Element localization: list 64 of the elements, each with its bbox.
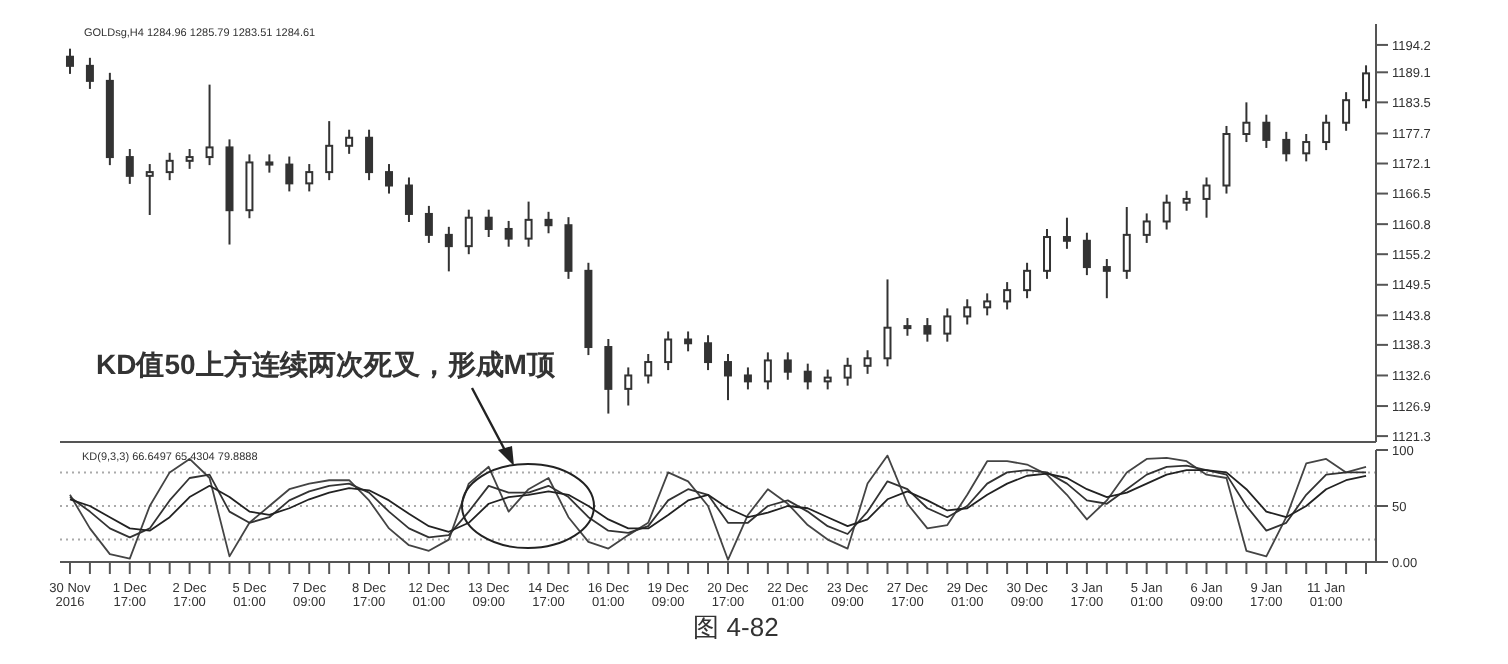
candlestick	[1362, 64, 1371, 110]
candlestick	[444, 225, 453, 273]
candlestick	[464, 208, 473, 256]
candlestick	[185, 148, 194, 170]
candlestick	[245, 153, 254, 220]
candlestick	[743, 366, 752, 391]
candlestick	[1182, 189, 1191, 212]
candlestick	[345, 128, 354, 155]
candlestick	[404, 176, 413, 223]
line-series	[69, 454, 1367, 561]
candlestick	[1202, 176, 1211, 219]
candlestick	[365, 128, 374, 182]
candlestick	[165, 151, 174, 182]
candlestick	[664, 330, 673, 372]
candlestick	[1102, 258, 1111, 300]
candlestick	[125, 148, 134, 185]
candlestick	[604, 337, 613, 415]
candlestick	[205, 83, 214, 167]
candlestick	[1023, 261, 1032, 300]
candlestick	[385, 163, 394, 195]
candlestick	[305, 163, 314, 193]
candlestick	[723, 353, 732, 402]
candlestick	[564, 216, 573, 280]
candlestick	[65, 47, 74, 75]
candlestick	[1322, 113, 1331, 152]
candlestick	[1043, 227, 1052, 280]
candlestick	[684, 330, 693, 353]
candlestick	[524, 200, 533, 248]
candlestick	[1282, 130, 1291, 163]
candlestick	[923, 317, 932, 343]
candlestick	[544, 210, 553, 235]
candlestick	[145, 163, 154, 217]
candlestick	[285, 155, 294, 193]
candlestick	[823, 368, 832, 391]
candlestick	[783, 351, 792, 381]
candlestick	[624, 366, 633, 407]
candlestick	[863, 349, 872, 375]
annotation: KD值50上方连续两次死叉，形成M顶	[96, 348, 555, 384]
candlestick	[1142, 212, 1151, 244]
candlestick	[843, 356, 852, 387]
candlestick	[1082, 231, 1091, 277]
candlestick	[883, 278, 892, 368]
candlestick	[1122, 205, 1131, 280]
candlestick	[763, 351, 772, 391]
candlestick	[1162, 193, 1171, 231]
caption: 图 4-82	[691, 610, 781, 646]
candlestick	[1262, 113, 1271, 149]
candlestick	[983, 292, 992, 317]
candlestick	[1062, 216, 1071, 250]
candlestick	[704, 334, 713, 372]
candlestick	[803, 362, 812, 391]
candlestick	[1302, 133, 1311, 163]
candlestick	[1242, 101, 1251, 144]
candlestick	[325, 120, 334, 182]
candlestick	[424, 204, 433, 244]
candlestick	[943, 307, 952, 343]
candlestick	[85, 56, 94, 90]
candlestick	[963, 298, 972, 326]
candlestick	[1342, 91, 1351, 132]
candlestick	[265, 153, 274, 174]
candlestick	[484, 208, 493, 239]
candlestick	[644, 353, 653, 385]
candlestick	[504, 219, 513, 248]
candlestick	[1003, 281, 1012, 311]
